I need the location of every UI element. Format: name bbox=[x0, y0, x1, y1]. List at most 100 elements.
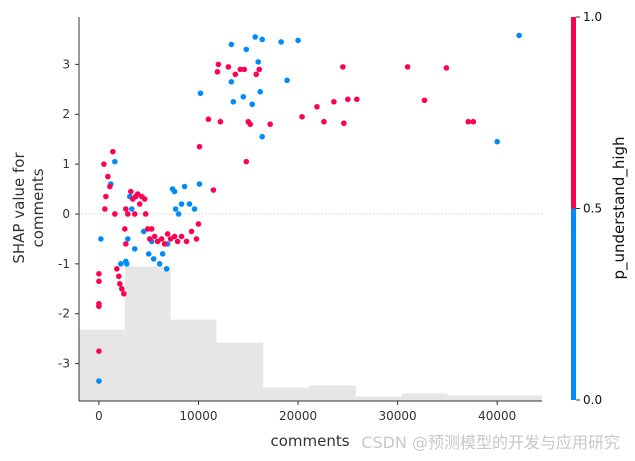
point-high-5 bbox=[101, 161, 107, 167]
point-high-17 bbox=[122, 226, 128, 232]
point-high-37 bbox=[164, 231, 171, 237]
point-high-70 bbox=[404, 64, 411, 70]
point-low-28 bbox=[197, 90, 204, 97]
point-high-41 bbox=[178, 233, 185, 240]
point-low-25 bbox=[186, 201, 193, 207]
histogram-bin-3 bbox=[216, 342, 264, 401]
histogram-bin-7 bbox=[401, 393, 448, 401]
point-high-54 bbox=[237, 66, 244, 73]
point-high-42 bbox=[183, 238, 190, 245]
point-low-26 bbox=[191, 206, 198, 212]
watermark: CSDN @预测模型的开发与应用研究 bbox=[361, 433, 620, 452]
point-low-12 bbox=[145, 251, 152, 257]
point-high-53 bbox=[232, 71, 239, 78]
point-high-18 bbox=[122, 241, 129, 247]
histogram-bin-6 bbox=[355, 396, 402, 401]
point-high-21 bbox=[127, 188, 134, 195]
point-low-37 bbox=[257, 89, 264, 95]
point-low-10 bbox=[131, 246, 138, 252]
point-high-50 bbox=[215, 61, 222, 68]
x-tick-label: 20000 bbox=[279, 409, 317, 423]
axes: -3 -2 -1 0 1 2 3 0 10000 20000 30000 40000 bbox=[58, 17, 542, 423]
point-low-14 bbox=[150, 256, 157, 262]
point-high-47 bbox=[205, 116, 212, 123]
x-tick-label: 10000 bbox=[179, 409, 217, 423]
point-high-67 bbox=[341, 120, 347, 127]
point-high-6 bbox=[102, 206, 108, 212]
point-high-39 bbox=[171, 233, 178, 240]
point-high-46 bbox=[196, 143, 203, 150]
histogram-bin-4 bbox=[263, 387, 310, 401]
point-low-27 bbox=[196, 181, 203, 187]
feature-histogram bbox=[79, 266, 542, 401]
point-high-56 bbox=[243, 158, 250, 165]
colorbar-ticks: 0.0 0.5 1.0 bbox=[576, 10, 602, 407]
y-tick-label: 3 bbox=[62, 57, 70, 71]
point-high-23 bbox=[131, 211, 138, 217]
y-tick-label: 0 bbox=[62, 207, 70, 221]
point-high-72 bbox=[443, 65, 450, 71]
point-high-44 bbox=[193, 236, 200, 242]
point-high-65 bbox=[331, 98, 337, 105]
histogram-bin-2 bbox=[170, 319, 217, 401]
colorbar-gradient bbox=[571, 17, 576, 400]
point-low-31 bbox=[230, 98, 237, 105]
point-low-17 bbox=[163, 266, 170, 272]
colorbar-tick-label: 1.0 bbox=[583, 10, 602, 24]
point-high-36 bbox=[161, 241, 168, 247]
point-low-41 bbox=[284, 77, 290, 84]
x-tick-label: 40000 bbox=[478, 409, 516, 423]
point-high-31 bbox=[146, 236, 153, 242]
point-high-62 bbox=[299, 113, 305, 120]
x-tick-label: 0 bbox=[95, 409, 103, 423]
point-high-45 bbox=[195, 221, 202, 227]
point-high-58 bbox=[247, 121, 254, 128]
point-high-28 bbox=[141, 196, 148, 202]
point-high-60 bbox=[256, 66, 263, 73]
point-low-33 bbox=[243, 46, 250, 53]
y-axis-ticks: -3 -2 -1 0 1 2 3 bbox=[58, 57, 79, 371]
point-low-40 bbox=[278, 39, 284, 45]
point-high-0 bbox=[96, 271, 102, 277]
point-low-43 bbox=[516, 32, 522, 39]
point-low-11 bbox=[140, 228, 147, 235]
point-low-1 bbox=[98, 236, 104, 242]
point-low-15 bbox=[156, 261, 163, 267]
point-low-39 bbox=[259, 133, 266, 140]
point-high-14 bbox=[117, 281, 123, 287]
point-high-71 bbox=[421, 97, 428, 104]
histogram-bin-0 bbox=[79, 329, 125, 401]
colorbar-tick-label: 0.5 bbox=[583, 202, 602, 216]
point-high-7 bbox=[103, 193, 109, 200]
point-low-29 bbox=[228, 41, 235, 48]
point-low-7 bbox=[123, 261, 130, 267]
point-high-19 bbox=[122, 206, 129, 212]
point-low-0 bbox=[96, 378, 102, 384]
histogram-bin-9 bbox=[494, 395, 542, 401]
point-high-13 bbox=[116, 273, 122, 280]
point-high-12 bbox=[114, 266, 120, 272]
point-low-30 bbox=[228, 79, 235, 85]
y-axis-label-line2: comments bbox=[29, 168, 47, 247]
point-high-64 bbox=[321, 118, 327, 125]
point-high-15 bbox=[119, 285, 125, 292]
point-low-2 bbox=[112, 158, 118, 165]
y-tick-label: -3 bbox=[58, 357, 70, 371]
point-high-20 bbox=[124, 211, 131, 217]
point-high-25 bbox=[134, 191, 141, 197]
point-high-49 bbox=[214, 69, 221, 75]
point-low-20 bbox=[171, 188, 178, 195]
point-high-52 bbox=[225, 64, 232, 70]
point-low-34 bbox=[249, 101, 256, 108]
histogram-bin-8 bbox=[447, 395, 495, 401]
point-low-23 bbox=[178, 201, 185, 207]
colorbar-tick-label: 0.0 bbox=[583, 393, 602, 407]
point-high-11 bbox=[112, 211, 118, 217]
y-tick-label: -2 bbox=[58, 307, 70, 321]
histogram-bin-1 bbox=[124, 266, 171, 401]
point-high-63 bbox=[314, 103, 320, 110]
y-tick-label: 1 bbox=[62, 157, 70, 171]
point-low-36 bbox=[255, 59, 262, 65]
point-low-21 bbox=[172, 206, 179, 212]
